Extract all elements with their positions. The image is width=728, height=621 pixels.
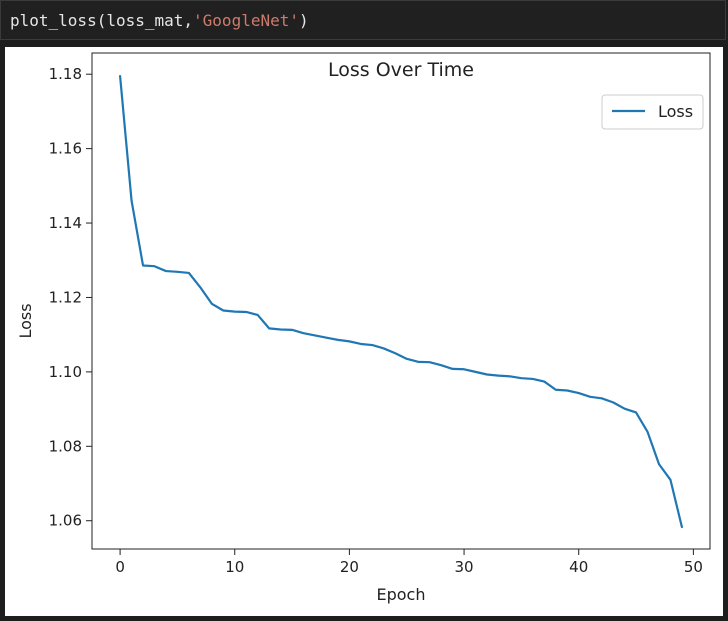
code-function-call: plot_loss(loss_mat, <box>10 10 194 30</box>
legend-label-loss: Loss <box>658 102 693 121</box>
y-tick-label: 1.12 <box>49 288 82 306</box>
loss-series-line <box>118 74 684 529</box>
x-tick-label: 50 <box>684 558 703 576</box>
x-axis-ticks: 0 10 20 30 40 50 <box>115 549 703 576</box>
code-string-argument: 'GoogleNet' <box>193 10 299 30</box>
y-tick-label: 1.06 <box>49 512 82 530</box>
x-tick-label: 10 <box>225 558 244 576</box>
y-tick-label: 1.08 <box>49 437 82 455</box>
code-close-paren: ) <box>299 10 309 30</box>
x-tick-label: 0 <box>115 558 125 576</box>
y-axis-ticks: 1.06 1.08 1.10 1.12 1.14 1.16 1.18 <box>49 65 92 530</box>
x-tick-label: 40 <box>569 558 588 576</box>
y-tick-label: 1.10 <box>49 363 82 381</box>
x-tick-label: 20 <box>340 558 359 576</box>
legend: Loss <box>601 94 704 130</box>
plot-area-frame <box>91 52 711 550</box>
y-tick-label: 1.14 <box>49 214 82 232</box>
y-tick-label: 1.18 <box>49 65 82 83</box>
legend-box <box>601 94 704 130</box>
y-axis-label: Loss <box>16 303 35 338</box>
x-axis-label: Epoch <box>377 585 426 604</box>
code-cell[interactable]: plot_loss(loss_mat, 'GoogleNet') <box>0 0 726 40</box>
y-tick-label: 1.16 <box>49 140 82 158</box>
cell-output: Loss Over Time 1.06 1.08 1.10 1.12 1.14 1.16 1… <box>5 47 723 616</box>
loss-chart: Loss Over Time 1.061.081.101.121.141.161… <box>16 52 711 604</box>
x-tick-label: 30 <box>455 558 474 576</box>
chart-title: Loss Over Time <box>328 59 474 81</box>
